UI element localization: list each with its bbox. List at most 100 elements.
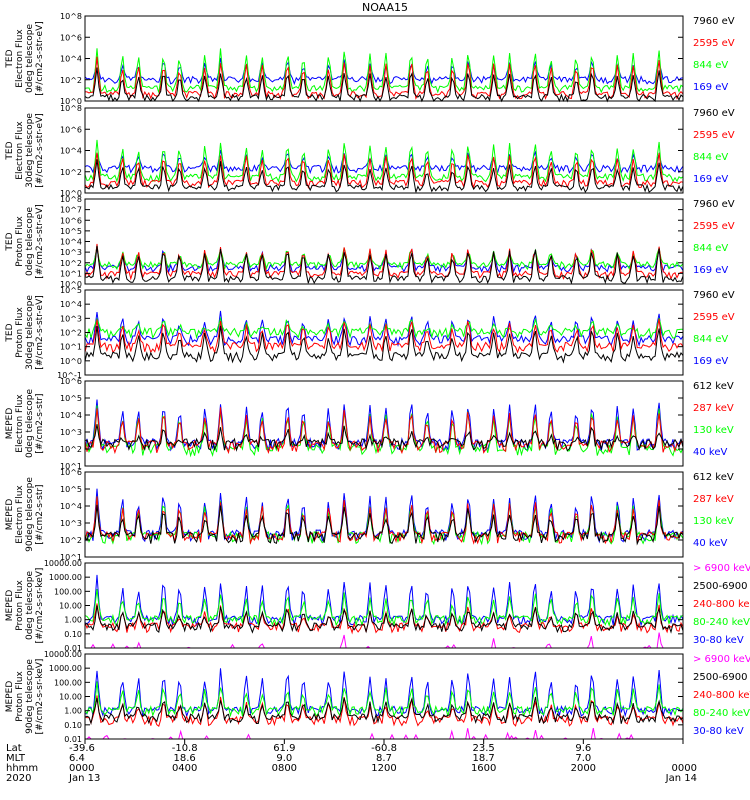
y-label-line: TED	[5, 232, 15, 251]
series-2595-ev	[84, 56, 684, 101]
x-tick-lat: -10.8	[172, 743, 198, 754]
y-label-line: MEPED	[5, 499, 15, 531]
series-2500-6900	[84, 696, 684, 725]
series-612-kev	[84, 424, 684, 452]
panel-ted-electron-0: 10^0 10^2 10^4 10^6 10^8 TED Electron Flux 0deg…	[5, 12, 735, 106]
y-label-line: MEPED	[5, 681, 15, 713]
x-tick-mlt: 7.0	[575, 753, 591, 764]
legend-entry: 169 eV	[693, 356, 728, 367]
y-label-line: 0deg telescope	[25, 389, 35, 459]
panel-meped-proton-90: 0.010.101.0010.00100.001000.0010000.00ME…	[5, 650, 750, 744]
y-label-line: [#/cm2-s-sr-keV]	[35, 659, 45, 735]
y-axis-label: TED Electron Flux 0deg telescope [#/cm2-s-s…	[5, 21, 45, 96]
legend: 7960 eV 2595 eV 844 eV 169 eV	[693, 290, 735, 367]
y-tick-label: 10^4	[60, 238, 82, 247]
y-ticks: 10^0 10^2 10^4 10^6 10^8	[60, 104, 683, 198]
y-label-line: Proton Flux	[15, 216, 25, 267]
y-tick-label: 0.10	[64, 721, 82, 730]
legend-entry: 2595 eV	[693, 221, 735, 232]
y-tick-label: 10^3	[60, 428, 82, 437]
legend-entry: 40 keV	[693, 447, 727, 458]
y-tick-label: 10^6	[60, 216, 82, 225]
legend-entry: 130 keV	[693, 516, 734, 527]
y-tick-label: 10^2	[60, 445, 82, 454]
legend-entry: 80-240 keV	[693, 617, 750, 628]
legend-entry: 7960 eV	[693, 108, 735, 119]
y-label-line: Electron Flux	[15, 394, 25, 453]
x-tick-lat: -60.8	[371, 743, 397, 754]
legend: 612 keV 287 keV 130 keV 40 keV	[693, 381, 734, 458]
y-tick-label: 0.01	[64, 644, 82, 653]
legend-entry: 80-240 keV	[693, 708, 750, 719]
legend-entry: 130 keV	[693, 425, 734, 436]
y-label-line: TED	[5, 49, 15, 68]
x-tick-hhmm: 0400	[172, 763, 197, 774]
y-tick-label: 10^0	[60, 357, 82, 366]
y-label-line: MEPED	[5, 408, 15, 440]
legend: 7960 eV 2595 eV 844 eV 169 eV	[693, 16, 735, 93]
panel-meped-electron-90: 10^1 10^2 10^3 10^4 10^5 10^6 MEPED Electron Fl…	[5, 468, 734, 562]
y-label-line: [#/cm2-s-str-eV]	[35, 21, 45, 96]
y-label-line: [#/cm2-s-sr-keV]	[35, 568, 45, 644]
series-169-ev	[84, 310, 684, 347]
x-tick-date: Jan 14	[665, 773, 697, 784]
x-tick-date: Jan 13	[68, 773, 100, 784]
y-tick-label: 100.00	[54, 678, 82, 687]
y-ticks: 0.01 0.10 1.00 10.00 100.00 1000.00 10000.00	[44, 559, 683, 653]
y-tick-label: 1000.00	[49, 664, 82, 673]
plot-frame	[84, 380, 684, 467]
legend-entry: 612 keV	[693, 472, 734, 483]
y-tick-label: 10^3	[60, 519, 82, 528]
x-tick-hhmm: 1200	[371, 763, 396, 774]
y-label-line: [#/cm2-s-str-eV]	[35, 113, 45, 188]
y-tick-label: 1.00	[64, 616, 82, 625]
series-30-80-kev	[85, 668, 684, 718]
y-label-line: Proton Flux	[15, 671, 25, 722]
y-axis-label: MEPED Electron Flux 90deg telescope [#/cm2-…	[5, 477, 45, 552]
series-844-ev	[84, 245, 684, 271]
legend-entry: 240-800 keV	[693, 690, 750, 701]
legend-entry: 2595 eV	[693, 312, 735, 323]
panel-ted-proton-0: 10^0 10^110^2 10^310^4 10^5 10^610^7 10^8 TED P…	[5, 195, 735, 289]
y-tick-label: 10^1	[60, 462, 82, 471]
y-ticks: 10^1 10^2 10^3 10^4 10^5 10^6	[60, 377, 683, 471]
y-ticks: 0.01 0.10 1.00 10.00 100.00 1000.00 10000.00	[44, 650, 683, 744]
legend-entry: 7960 eV	[693, 290, 735, 301]
x-tick-lat: 23.5	[473, 743, 495, 754]
y-tick-label: 10^0	[60, 280, 82, 289]
y-tick-label: 10^6	[60, 33, 82, 42]
y-tick-label: 10^5	[60, 394, 82, 403]
y-tick-label: 10^4	[60, 300, 82, 309]
y-ticks: 10^0 10^110^2 10^310^4 10^5 10^610^7 10^8	[60, 195, 683, 289]
x-tick-mlt: 18.6	[174, 753, 196, 764]
y-tick-label: 10^2	[60, 536, 82, 545]
x-tick-mlt: 18.7	[473, 753, 495, 764]
y-tick-label: 10^5	[60, 227, 82, 236]
legend-entry: 2595 eV	[693, 130, 735, 141]
legend-entry: 169 eV	[693, 82, 728, 93]
y-tick-label: 1.00	[64, 707, 82, 716]
y-tick-label: 10^5	[60, 485, 82, 494]
y-tick-label: 10^6	[60, 468, 82, 477]
legend: 7960 eV 2595 eV 844 eV 169 eV	[693, 199, 735, 276]
y-label-line: Electron Flux	[15, 29, 25, 88]
y-label-line: [#/cm2-s-str-eV]	[35, 204, 45, 279]
y-tick-label: 10^3	[60, 248, 82, 257]
y-tick-label: 10^2	[60, 329, 82, 338]
x-tick-lat: -39.6	[69, 743, 95, 754]
legend-entry: 240-800 ke	[693, 599, 750, 610]
legend-entry: 844 eV	[693, 334, 728, 345]
legend: > 6900 keV 2500-6900 240-800 keV 80-240 keV…	[693, 654, 750, 737]
y-tick-label: 10^4	[60, 502, 82, 511]
y-tick-label: 10^8	[60, 12, 82, 21]
y-axis-label: MEPED Proton Flux 90deg telescope [#/cm2-s-…	[5, 659, 45, 735]
y-tick-label: 10^1	[60, 269, 82, 278]
series-40-kev	[84, 488, 684, 544]
series-844-ev	[84, 139, 684, 183]
series-2500-6900	[84, 605, 684, 634]
y-tick-label: 10000.00	[44, 559, 82, 568]
y-tick-label: 10^6	[60, 377, 82, 386]
x-tick-mlt: 8.7	[376, 753, 392, 764]
